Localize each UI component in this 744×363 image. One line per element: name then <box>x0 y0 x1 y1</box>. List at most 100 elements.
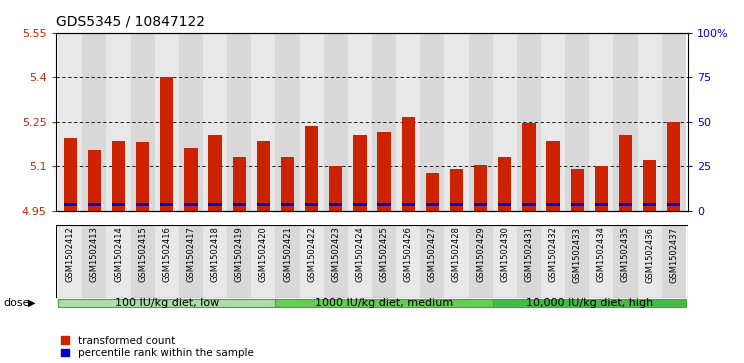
Text: GSM1502437: GSM1502437 <box>669 227 679 282</box>
Bar <box>160 77 173 211</box>
Bar <box>613 225 638 298</box>
Text: GSM1502425: GSM1502425 <box>379 227 388 282</box>
Text: GSM1502419: GSM1502419 <box>235 227 244 282</box>
Bar <box>112 141 125 211</box>
Bar <box>444 225 469 298</box>
Bar <box>136 142 150 211</box>
Bar <box>493 225 517 298</box>
Text: GSM1502427: GSM1502427 <box>428 227 437 282</box>
Bar <box>450 169 463 211</box>
Bar <box>64 138 77 211</box>
Text: GDS5345 / 10847122: GDS5345 / 10847122 <box>56 14 205 28</box>
Text: GSM1502424: GSM1502424 <box>356 227 365 282</box>
Bar <box>377 203 391 205</box>
Bar <box>426 174 439 211</box>
Bar <box>546 141 559 211</box>
Bar <box>185 148 198 211</box>
Bar <box>571 203 584 205</box>
Bar <box>426 203 439 205</box>
Bar <box>300 225 324 298</box>
Bar <box>179 33 203 211</box>
Bar <box>420 33 444 211</box>
Bar <box>402 117 415 211</box>
Bar <box>377 132 391 211</box>
Bar <box>571 169 584 211</box>
Bar <box>155 225 179 298</box>
Text: GSM1502418: GSM1502418 <box>211 227 219 282</box>
Text: 100 IU/kg diet, low: 100 IU/kg diet, low <box>115 298 219 308</box>
Bar <box>106 225 131 298</box>
Bar <box>565 225 589 298</box>
Bar <box>324 225 348 298</box>
Text: GSM1502417: GSM1502417 <box>187 227 196 282</box>
Bar <box>329 203 342 205</box>
Bar <box>233 203 246 205</box>
Bar <box>638 33 661 211</box>
Bar <box>348 33 372 211</box>
Bar <box>203 225 227 298</box>
Bar <box>83 225 106 298</box>
Text: 10,000 IU/kg diet, high: 10,000 IU/kg diet, high <box>525 298 653 308</box>
Bar <box>541 33 565 211</box>
Text: GSM1502430: GSM1502430 <box>500 227 509 282</box>
Bar <box>227 225 251 298</box>
Bar <box>324 33 348 211</box>
Text: GSM1502433: GSM1502433 <box>573 227 582 282</box>
Bar <box>329 166 342 211</box>
Bar <box>208 203 222 205</box>
Text: dose: dose <box>4 298 31 308</box>
Text: GSM1502428: GSM1502428 <box>452 227 461 282</box>
Bar <box>661 33 686 211</box>
Bar <box>300 33 324 211</box>
Bar <box>208 135 222 211</box>
Bar <box>474 164 487 211</box>
Text: GSM1502420: GSM1502420 <box>259 227 268 282</box>
Bar <box>348 225 372 298</box>
Bar <box>541 225 565 298</box>
Bar <box>589 225 613 298</box>
Bar <box>517 33 541 211</box>
Bar <box>619 135 632 211</box>
Bar <box>396 33 420 211</box>
Text: GSM1502416: GSM1502416 <box>162 227 171 282</box>
Bar <box>546 203 559 205</box>
Text: GSM1502432: GSM1502432 <box>548 227 557 282</box>
Bar <box>594 166 608 211</box>
Bar <box>88 203 101 205</box>
Text: 1000 IU/kg diet, medium: 1000 IU/kg diet, medium <box>315 298 453 308</box>
Text: GSM1502413: GSM1502413 <box>90 227 99 282</box>
Text: GSM1502431: GSM1502431 <box>525 227 533 282</box>
Bar <box>233 157 246 211</box>
Text: GSM1502415: GSM1502415 <box>138 227 147 282</box>
Text: GSM1502426: GSM1502426 <box>404 227 413 282</box>
Bar <box>131 225 155 298</box>
Bar <box>517 225 541 298</box>
Bar <box>58 33 83 211</box>
Bar <box>667 122 680 211</box>
Bar <box>155 33 179 211</box>
Bar <box>88 150 101 211</box>
Bar <box>372 33 396 211</box>
Bar <box>353 135 367 211</box>
Bar <box>185 203 198 205</box>
Bar <box>160 203 173 205</box>
Bar <box>203 33 227 211</box>
Bar <box>257 203 270 205</box>
Bar <box>257 141 270 211</box>
Bar <box>498 157 511 211</box>
Text: GSM1502422: GSM1502422 <box>307 227 316 282</box>
Bar <box>493 33 517 211</box>
Bar <box>251 33 275 211</box>
Bar <box>619 203 632 205</box>
Bar <box>251 225 275 298</box>
Bar <box>281 203 294 205</box>
Bar <box>305 203 318 205</box>
Bar <box>469 33 493 211</box>
Text: GSM1502429: GSM1502429 <box>476 227 485 282</box>
Bar <box>613 33 638 211</box>
Bar <box>444 33 469 211</box>
Bar <box>498 203 511 205</box>
Bar <box>83 33 106 211</box>
Bar <box>275 225 300 298</box>
Bar <box>522 203 536 205</box>
